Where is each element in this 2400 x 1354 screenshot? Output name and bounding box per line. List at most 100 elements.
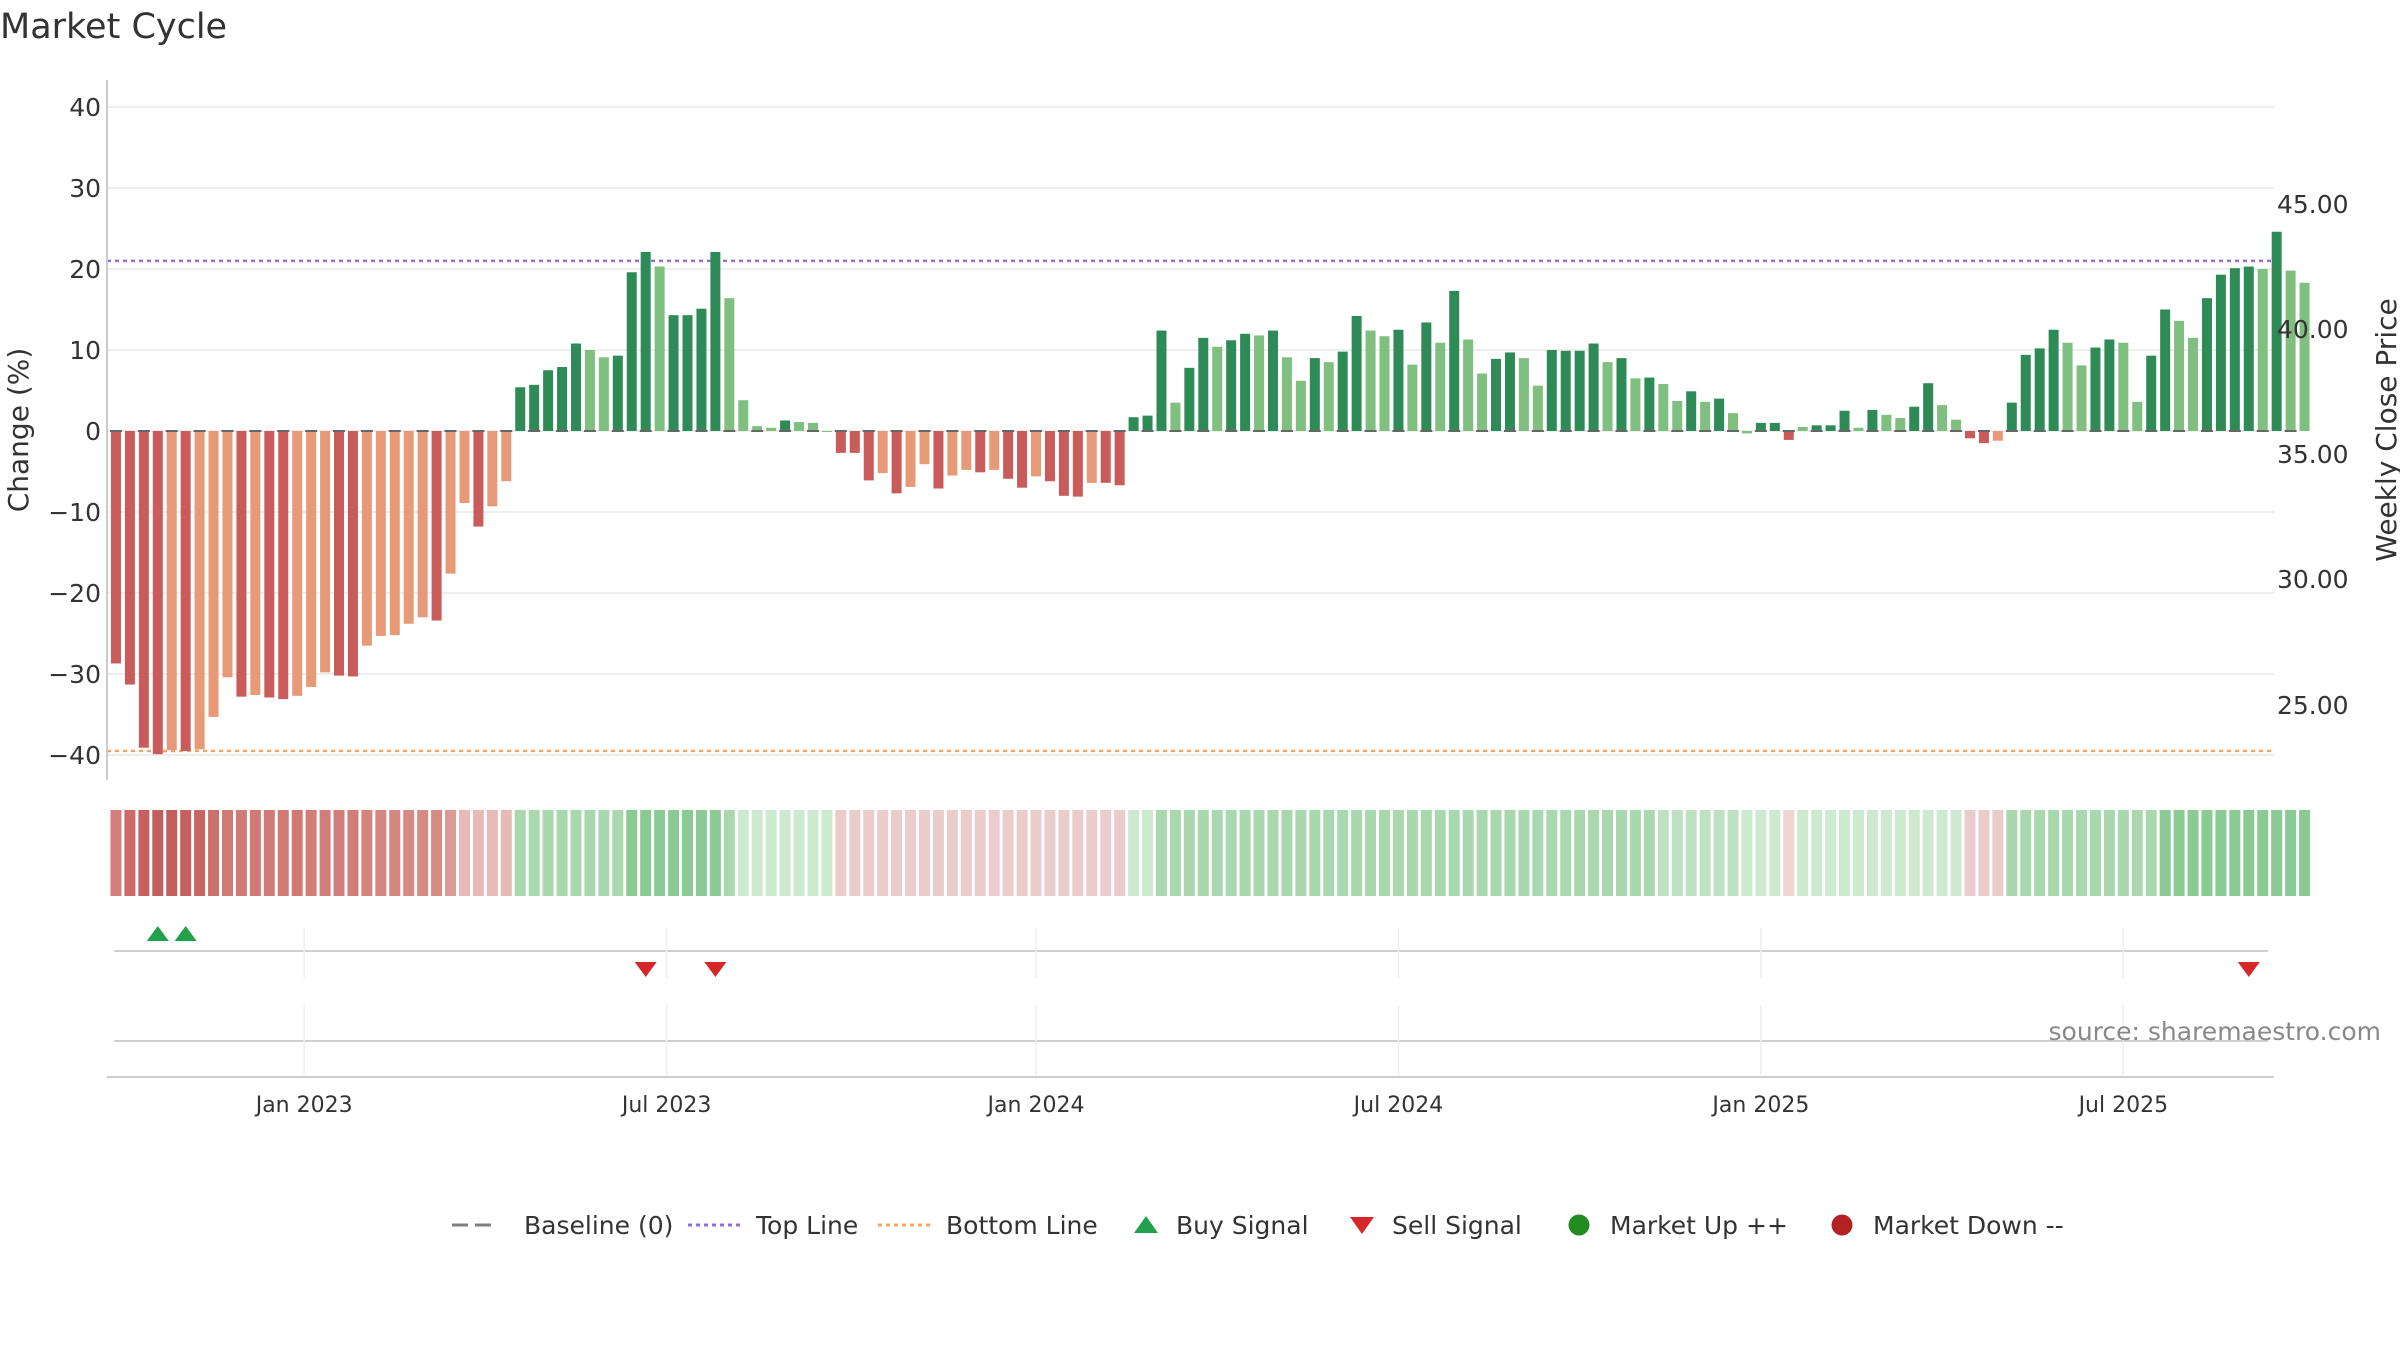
heat-cell xyxy=(1169,810,1181,896)
bar xyxy=(1658,384,1669,431)
bar xyxy=(2146,355,2157,431)
x-tick-label: Jan 2025 xyxy=(1710,1093,1809,1118)
buy-signal-marker xyxy=(146,926,169,941)
heat-cell xyxy=(891,810,903,896)
bar xyxy=(738,400,749,431)
heat-cell xyxy=(319,810,331,896)
bar xyxy=(1797,426,1808,431)
heat-cell xyxy=(1518,810,1530,896)
heat-cell xyxy=(1546,810,1558,896)
heat-cell xyxy=(1476,810,1488,896)
bar xyxy=(2160,309,2171,431)
bar xyxy=(1937,405,1948,431)
bar xyxy=(780,420,791,431)
bar xyxy=(1769,422,1780,431)
bar xyxy=(431,431,442,621)
bar xyxy=(794,422,805,431)
y2-axis-label: Weekly Close Price xyxy=(2370,298,2400,561)
heat-cell xyxy=(1936,810,1948,896)
heat-cell xyxy=(1908,810,1920,896)
bar xyxy=(124,431,135,685)
legend-item: Baseline (0) xyxy=(452,1211,673,1240)
bar xyxy=(1156,330,1167,431)
bar xyxy=(1755,422,1766,431)
heat-cell xyxy=(138,810,150,896)
bar xyxy=(2201,298,2212,431)
heat-cell xyxy=(1406,810,1418,896)
heat-cell xyxy=(1504,810,1516,896)
source-annotation: source: sharemaestro.com xyxy=(2049,1017,2382,1046)
x-tick-label: Jan 2024 xyxy=(986,1093,1085,1118)
heat-cell xyxy=(1365,810,1377,896)
heat-cell xyxy=(1281,810,1293,896)
bar xyxy=(1672,401,1683,431)
heat-cell xyxy=(249,810,261,896)
bar xyxy=(2215,274,2226,431)
heat-cell xyxy=(1183,810,1195,896)
bar xyxy=(1951,419,1962,431)
heat-cell xyxy=(1657,810,1669,896)
bar xyxy=(222,431,233,678)
heat-cell xyxy=(445,810,457,896)
heat-cell xyxy=(2103,810,2115,896)
heat-cell xyxy=(2173,810,2185,896)
bar xyxy=(1393,329,1404,431)
bar xyxy=(110,431,121,664)
heat-cell xyxy=(291,810,303,896)
legend-circle-icon xyxy=(1831,1214,1853,1236)
bar xyxy=(1267,330,1278,431)
y-tick-label: −30 xyxy=(48,660,101,689)
heat-cell xyxy=(1866,810,1878,896)
heat-cell xyxy=(347,810,359,896)
bar xyxy=(2020,354,2031,431)
bar xyxy=(2062,342,2073,431)
heat-cell xyxy=(640,810,652,896)
heat-cell xyxy=(500,810,512,896)
heat-cell xyxy=(208,810,220,896)
heat-cell xyxy=(1211,810,1223,896)
bar xyxy=(1240,333,1251,431)
heat-cell xyxy=(1295,810,1307,896)
heat-cell xyxy=(1072,810,1084,896)
signal-panel xyxy=(114,926,2268,977)
heat-cell xyxy=(1323,810,1335,896)
bar xyxy=(835,431,846,453)
bar xyxy=(2104,339,2115,431)
bar xyxy=(1546,350,1557,431)
buy-signal-marker xyxy=(174,926,197,941)
bar xyxy=(1086,431,1097,483)
heat-cell xyxy=(598,810,610,896)
bar xyxy=(1700,401,1711,431)
heat-cell xyxy=(1155,810,1167,896)
heat-cell xyxy=(2089,810,2101,896)
heat-cell xyxy=(431,810,443,896)
heat-cell xyxy=(1978,810,1990,896)
heat-cell xyxy=(2271,810,2283,896)
heat-cell xyxy=(765,810,777,896)
heat-cell xyxy=(486,810,498,896)
heat-cell xyxy=(389,810,401,896)
bar xyxy=(975,431,986,473)
heat-cell xyxy=(2257,810,2269,896)
heat-cell xyxy=(1629,810,1641,896)
y2-tick-label: 35.00 xyxy=(2277,440,2349,469)
bar xyxy=(654,266,665,431)
heat-cell xyxy=(2285,810,2297,896)
bar xyxy=(905,431,916,487)
heat-cell xyxy=(1016,810,1028,896)
bar xyxy=(361,431,372,646)
y2-tick-label: 40.00 xyxy=(2277,315,2349,344)
legend-label: Top Line xyxy=(755,1211,858,1240)
bar xyxy=(1407,364,1418,431)
y-tick-label: 0 xyxy=(85,417,101,446)
heat-cell xyxy=(235,810,247,896)
heat-cell xyxy=(1783,810,1795,896)
bar xyxy=(2118,342,2129,431)
bar xyxy=(2271,231,2282,431)
bar xyxy=(2243,266,2254,431)
heat-cell xyxy=(152,810,164,896)
bar xyxy=(1309,358,1320,431)
heat-cell xyxy=(1699,810,1711,896)
bar xyxy=(766,427,777,431)
